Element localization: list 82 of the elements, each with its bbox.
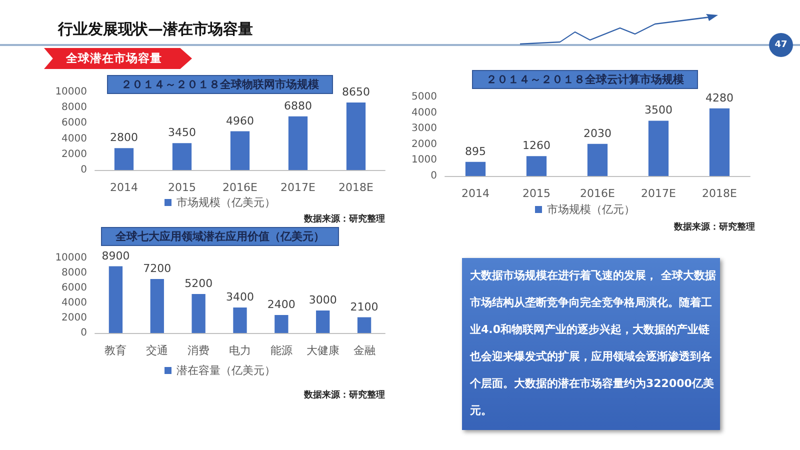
y-tick-label: 8000 xyxy=(62,268,87,278)
data-label: 2100 xyxy=(350,300,378,314)
x-tick-label: 2014 xyxy=(110,181,138,194)
bar xyxy=(316,310,330,333)
y-tick-label: 6000 xyxy=(62,282,87,294)
source-note: 数据来源：研究整理 xyxy=(673,222,755,232)
x-tick-label: 2017E xyxy=(280,181,316,194)
y-tick-label: 2000 xyxy=(412,138,437,150)
y-tick-label: 10000 xyxy=(55,252,87,264)
x-tick-label: 2018E xyxy=(702,187,738,200)
data-label: 3000 xyxy=(308,294,337,306)
text: 大数据市场规模在进行着飞速的发展， 全球大数据市场结构从垄断竞争向完全竞争格局演化。随着工业4.0和物联网产业的逐步兴起，大数据的产业链也会迎来爆发式的扩展，应用领域会逐渐渗透到各个层面。大数据的潜在市场容量约为322000亿美元。 xyxy=(470,269,716,417)
legend-label: 市场规模（亿美元） xyxy=(176,196,276,209)
y-tick-label: 2000 xyxy=(62,312,87,324)
data-label: 3450 xyxy=(168,126,196,140)
data-label: 2030 xyxy=(584,126,612,140)
data-label: 3400 xyxy=(226,290,254,304)
x-tick-label: 消费 xyxy=(188,344,210,357)
x-tick-label: 能源 xyxy=(270,344,292,357)
bar xyxy=(587,144,608,176)
data-label: 1260 xyxy=(522,139,550,152)
x-tick-label: 教育 xyxy=(104,344,127,357)
x-tick-label: 交通 xyxy=(146,344,168,357)
x-tick-label: 2018E xyxy=(338,181,374,194)
bar xyxy=(346,102,366,170)
source-note: 数据来源：研究整理 xyxy=(303,390,385,400)
y-tick-label: 3000 xyxy=(412,123,437,134)
data-label: 4280 xyxy=(706,91,734,104)
data-label: 895 xyxy=(465,144,486,158)
bar xyxy=(230,131,250,170)
x-tick-label: 2017E xyxy=(641,187,676,200)
data-label: 5200 xyxy=(184,277,213,290)
text: 行业发展现状—潜在市场容量 xyxy=(58,20,253,39)
bar xyxy=(172,143,192,170)
data-label: 2800 xyxy=(110,131,138,144)
x-tick-label: 2015 xyxy=(168,181,196,194)
bar xyxy=(709,108,730,176)
y-tick-label: 0 xyxy=(80,164,87,176)
x-tick-label: 大健康 xyxy=(306,344,340,357)
data-label: 4960 xyxy=(226,114,254,128)
y-tick-label: 4000 xyxy=(62,133,87,144)
text: 全球潜在市场容量 xyxy=(44,48,192,69)
bar xyxy=(233,308,247,333)
data-label: 6880 xyxy=(284,99,312,112)
data-label: 7200 xyxy=(143,262,172,275)
bar xyxy=(274,315,288,333)
x-tick-label: 2016E xyxy=(580,187,616,200)
y-tick-label: 4000 xyxy=(412,107,437,118)
x-tick-label: 2014 xyxy=(462,187,490,200)
bar xyxy=(288,116,308,170)
y-tick-label: 2000 xyxy=(62,148,87,160)
data-label: 8900 xyxy=(102,249,130,262)
data-label: 2400 xyxy=(267,298,296,311)
x-tick-label: 2016E xyxy=(222,181,258,194)
bar xyxy=(192,294,206,333)
y-tick-label: 5000 xyxy=(412,92,437,102)
y-tick-label: 0 xyxy=(430,170,437,182)
legend-label: 潜在容量（亿美元） xyxy=(176,364,276,377)
bar xyxy=(114,148,134,170)
legend-label: 市场规模（亿元） xyxy=(547,203,635,216)
x-tick-label: 2015 xyxy=(522,187,550,200)
chart-title: ２０１４～２０１８全球物联网市场规模 xyxy=(121,78,320,91)
text: 47 xyxy=(769,33,793,57)
bar xyxy=(108,266,123,333)
y-tick-label: 1000 xyxy=(412,154,437,166)
y-tick-label: 8000 xyxy=(62,102,87,114)
y-tick-label: 4000 xyxy=(62,298,87,308)
bar xyxy=(150,279,164,333)
chart-title: ２０１４～２０１８全球云计算市场规模 xyxy=(486,73,685,86)
bar xyxy=(357,317,372,333)
bar xyxy=(526,156,547,176)
y-tick-label: 6000 xyxy=(62,118,87,129)
data-label: 3500 xyxy=(644,104,672,117)
x-tick-label: 金融 xyxy=(353,344,376,357)
y-tick-label: 10000 xyxy=(55,86,87,98)
y-tick-label: 0 xyxy=(80,328,87,338)
x-tick-label: 电力 xyxy=(229,344,251,357)
data-label: 8650 xyxy=(342,86,370,99)
bar xyxy=(648,120,669,176)
chart-title: 全球七大应用领域潜在应用价值（亿美元） xyxy=(114,230,324,243)
source-note: 数据来源：研究整理 xyxy=(303,214,385,224)
bar xyxy=(465,162,486,176)
